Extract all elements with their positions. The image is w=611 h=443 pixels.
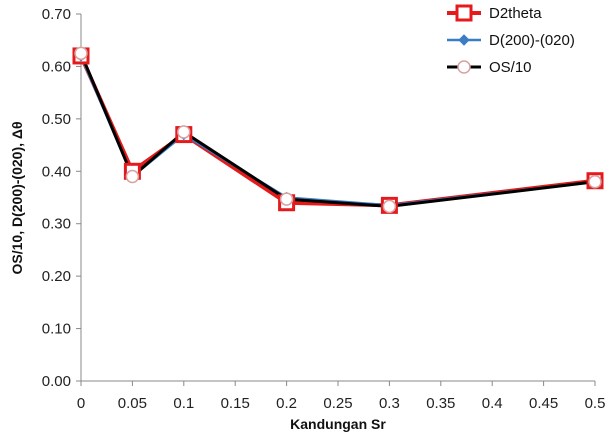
y-tick-label: 0.10 [42, 321, 71, 338]
y-tick-label: 0.30 [42, 216, 71, 233]
data-point-circle [382, 199, 397, 214]
series-line [79, 55, 596, 207]
x-tick-label: 0.15 [221, 395, 250, 412]
x-tick-label: 0 [77, 395, 85, 412]
x-tick-label: 0.4 [482, 395, 503, 412]
x-tick-label: 0.3 [379, 395, 400, 412]
x-tick-label: 0.35 [426, 395, 455, 412]
legend-label: D(200)-(020) [489, 32, 575, 49]
series-os-10 [79, 52, 596, 208]
legend-item: D2theta [447, 4, 542, 22]
legend-item: D(200)-(020) [447, 32, 575, 49]
x-tick-label: 0.25 [323, 395, 352, 412]
y-axis-ticks: 0.00 0.10 0.20 0.30 0.40 0.50 0.60 0.70 [42, 6, 81, 390]
x-axis-ticks: 0 0.05 0.1 0.15 0.2 0.25 0.3 0.35 0.4 0.45 0.5 [77, 381, 606, 412]
legend-label: D2theta [489, 5, 542, 22]
series-d2theta [79, 55, 596, 208]
data-point-circle [125, 169, 140, 184]
y-tick-label: 0.50 [42, 111, 71, 128]
series-line [79, 52, 596, 208]
series-markers [74, 46, 602, 214]
series-line [79, 55, 596, 208]
series-layer [72, 46, 604, 214]
y-tick-label: 0.20 [42, 268, 71, 285]
data-point-circle [588, 175, 602, 189]
y-tick-label: 0.00 [42, 373, 71, 390]
legend-marker [457, 60, 471, 74]
y-tick-label: 0.40 [42, 163, 71, 180]
y-axis-title: OS/10, D(200)-(020), Δθ [9, 121, 25, 274]
legend-marker [458, 34, 470, 46]
series-d-200-020- [79, 55, 596, 207]
legend-item: OS/10 [447, 59, 532, 76]
y-tick-label: 0.70 [42, 6, 71, 23]
x-tick-label: 0.5 [585, 395, 606, 412]
data-point-circle [74, 46, 88, 61]
x-axis-title: Kandungan Sr [290, 416, 386, 432]
data-point-circle [177, 125, 191, 139]
data-point-circle [279, 192, 294, 206]
x-tick-label: 0.05 [118, 395, 147, 412]
x-tick-label: 0.1 [173, 395, 194, 412]
legend: D2theta D(200)-(020) OS/10 [447, 4, 575, 76]
legend-label: OS/10 [489, 59, 532, 76]
x-tick-label: 0.45 [529, 395, 558, 412]
y-tick-label: 0.60 [42, 58, 71, 75]
x-tick-label: 0.2 [276, 395, 297, 412]
legend-marker [455, 4, 473, 22]
